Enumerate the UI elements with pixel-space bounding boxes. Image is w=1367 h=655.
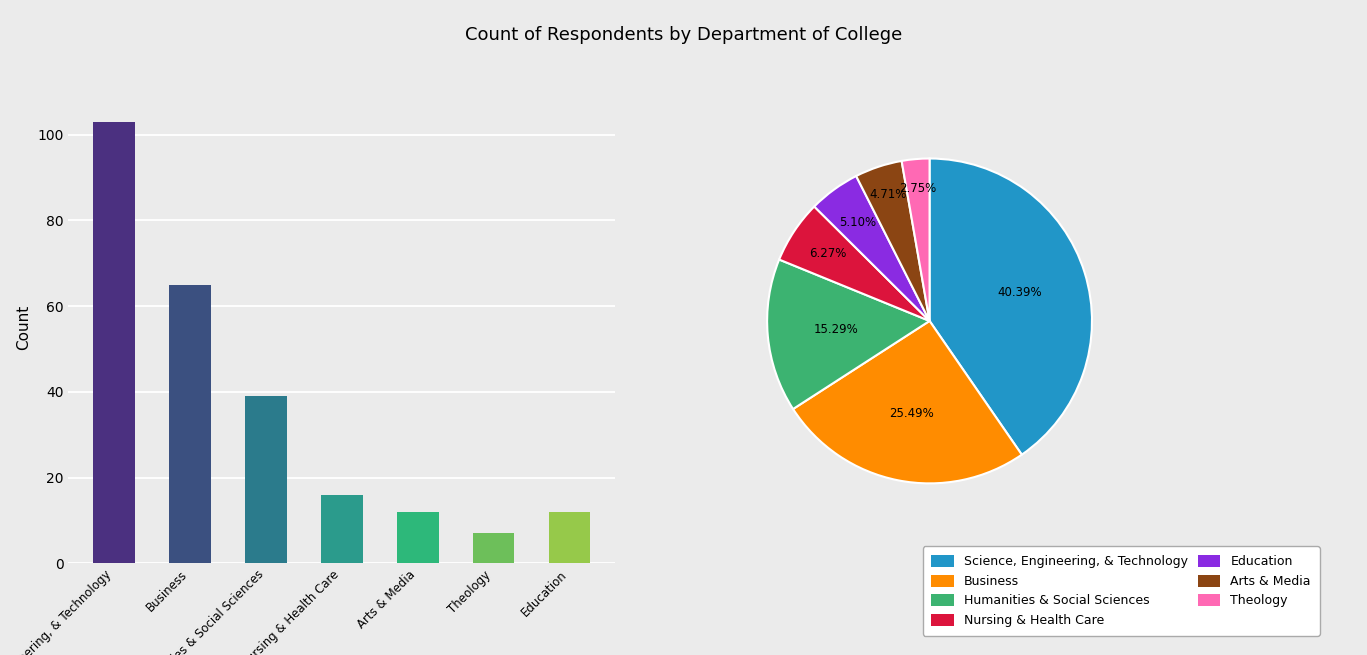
Text: 2.75%: 2.75% <box>899 181 936 195</box>
Bar <box>170 285 211 563</box>
Bar <box>321 495 362 563</box>
Wedge shape <box>902 159 930 321</box>
Wedge shape <box>793 321 1021 483</box>
Wedge shape <box>856 161 930 321</box>
Bar <box>93 122 135 563</box>
Bar <box>245 396 287 563</box>
Bar <box>396 512 439 563</box>
Wedge shape <box>779 206 930 321</box>
Bar <box>473 533 514 563</box>
Text: 5.10%: 5.10% <box>839 216 876 229</box>
Wedge shape <box>767 259 930 409</box>
Wedge shape <box>930 159 1092 455</box>
Legend: Science, Engineering, & Technology, Business, Humanities & Social Sciences, Nurs: Science, Engineering, & Technology, Busi… <box>923 546 1319 635</box>
Y-axis label: Count: Count <box>16 305 31 350</box>
Text: 6.27%: 6.27% <box>809 247 846 260</box>
Text: Count of Respondents by Department of College: Count of Respondents by Department of Co… <box>465 26 902 44</box>
Bar <box>548 512 591 563</box>
Text: 40.39%: 40.39% <box>997 286 1042 299</box>
Text: 4.71%: 4.71% <box>869 188 906 201</box>
Text: 15.29%: 15.29% <box>813 323 858 336</box>
Wedge shape <box>815 176 930 321</box>
Text: 25.49%: 25.49% <box>889 407 934 420</box>
